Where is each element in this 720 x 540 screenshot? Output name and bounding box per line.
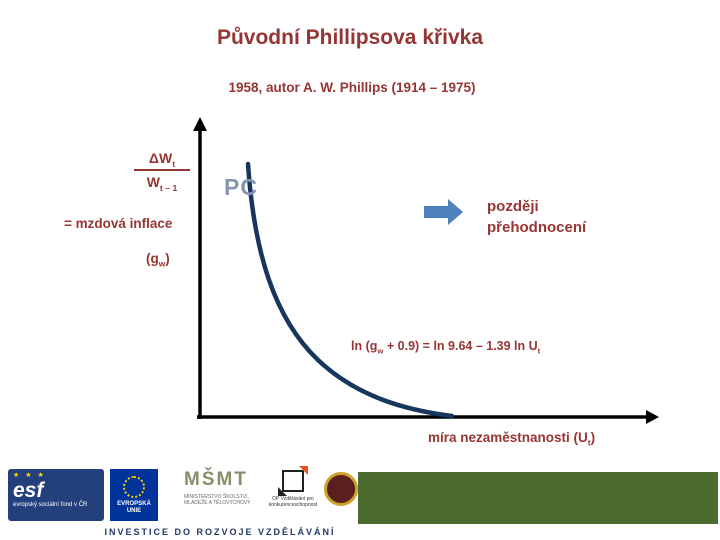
opvk-black-arrow-icon [278, 487, 287, 496]
opvk-caption: OP Vzdělávání pro konkurenceschopnost [268, 496, 318, 508]
slide-subtitle: 1958, autor A. W. Phillips (1914 – 1975) [228, 80, 476, 95]
university-seal-icon [324, 472, 358, 506]
curve-equation: ln (gw + 0.9) = ln 9.64 – 1.39 ln Ut [351, 339, 541, 356]
eu-flag-logo: EVROPSKÁ UNIE [110, 469, 158, 521]
annotation-line-1: později [487, 198, 539, 215]
msmt-caption: MINISTERSTVO ŠKOLSTVÍ, MLÁDEŽE A TĚLOVÝC… [184, 494, 251, 506]
x-axis-arrowhead-icon [646, 410, 659, 424]
fraction-numerator: ΔWt [148, 150, 176, 169]
fraction-denominator: Wt – 1 [146, 174, 178, 193]
y-axis-arrowhead-icon [193, 117, 207, 131]
y-axis-symbol: (gw) [146, 251, 170, 269]
annotation-line-2: přehodnocení [487, 219, 587, 236]
esf-caption: evropský sociální fond v ČR [13, 502, 88, 508]
opvk-orange-arrow-icon [299, 466, 308, 475]
eu-caption: EVROPSKÁ UNIE [117, 501, 151, 514]
annotation-pozdeji-prehodnoceni: později přehodnocení [487, 196, 586, 238]
eu-stars-circle-icon [123, 476, 145, 498]
y-axis-definition: = mzdová inflace [64, 216, 173, 231]
right-arrow-icon [424, 199, 463, 225]
opvk-square-icon [278, 466, 308, 496]
investice-motto: INVESTICE DO ROZVOJE VZDĚLÁVÁNÍ [104, 527, 336, 537]
y-axis-label-fraction: ΔWt Wt – 1 [134, 150, 190, 193]
opvk-logo: OP Vzdělávání pro konkurenceschopnost [266, 466, 320, 522]
esf-logo: ★ ★ ★ esf evropský sociální fond v ČR [8, 469, 104, 521]
esf-stars-icon: ★ ★ ★ [13, 472, 46, 479]
esf-wordmark: esf [13, 479, 44, 502]
phillips-curve-line [245, 161, 455, 419]
slide-title: Původní Phillipsova křivka [216, 26, 484, 49]
msmt-wordmark: MŠMT [184, 469, 248, 490]
curve-label-pc: PC [224, 174, 258, 200]
msmt-logo: MŠMT MINISTERSTVO ŠKOLSTVÍ, MLÁDEŽE A TĚ… [184, 468, 262, 520]
green-banner [358, 472, 718, 524]
fraction-bar [134, 169, 190, 171]
x-axis-label: míra nezaměstnanosti (Ut) [428, 430, 596, 448]
